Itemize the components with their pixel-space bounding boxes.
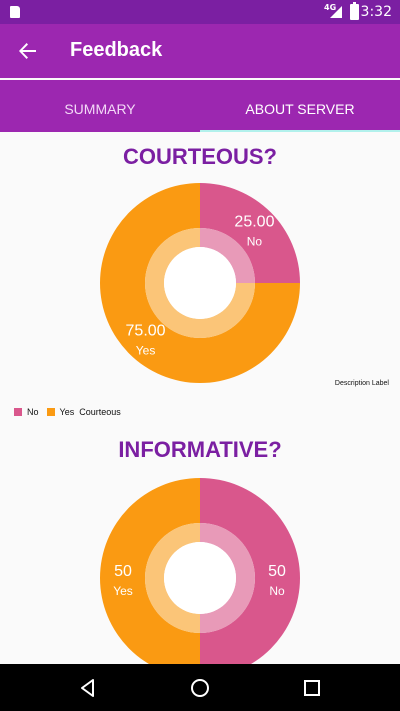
value-label-yes: 50 bbox=[114, 563, 132, 580]
chart-title-informative: INFORMATIVE? bbox=[118, 437, 282, 462]
chart-title-courteous: COURTEOUS? bbox=[123, 144, 277, 169]
sd-card-icon bbox=[10, 6, 20, 18]
app-bar: Feedback bbox=[0, 24, 400, 78]
slice-no[interactable] bbox=[200, 183, 300, 283]
pie-chart-courteous[interactable]: 25.00 No 75.00 Yes bbox=[0, 182, 400, 387]
value-label-no: 50 bbox=[268, 563, 286, 580]
slice-label-no: No bbox=[247, 235, 263, 249]
status-bar: 4G 3:32 bbox=[0, 0, 400, 24]
slice-label-no: No bbox=[269, 584, 285, 598]
donut-hole bbox=[164, 247, 236, 319]
value-label-yes: 75.00 bbox=[126, 322, 166, 339]
arrow-back-icon bbox=[19, 43, 36, 59]
slice-label-yes: Yes bbox=[113, 584, 133, 598]
slice-label-yes: Yes bbox=[136, 343, 156, 357]
content-scroll[interactable]: COURTEOUS? 25.00 No 75.00 Yes Description L… bbox=[0, 132, 400, 664]
back-button[interactable] bbox=[10, 33, 46, 69]
tab-indicator bbox=[200, 130, 400, 132]
value-label-no: 25.00 bbox=[234, 214, 274, 231]
chart-legend: No Yes Courteous bbox=[14, 407, 129, 417]
nav-home-icon[interactable] bbox=[188, 676, 212, 700]
battery-icon bbox=[350, 2, 359, 20]
legend-swatch-yes bbox=[46, 408, 55, 416]
donut-hole bbox=[164, 542, 236, 614]
status-time: 3:32 bbox=[360, 4, 392, 20]
tab-about-server[interactable]: ABOUT SERVER bbox=[245, 101, 355, 117]
nav-recents-icon[interactable] bbox=[300, 676, 324, 700]
navigation-bar bbox=[0, 664, 400, 711]
slice-yes-inner-ring bbox=[145, 228, 255, 338]
slice-no-inner-ring bbox=[200, 228, 255, 283]
legend-title: Courteous bbox=[79, 407, 121, 417]
signal-icon bbox=[330, 6, 342, 18]
slice-yes-inner-ring bbox=[145, 523, 200, 633]
tab-bar: SUMMARY ABOUT SERVER bbox=[0, 80, 400, 132]
nav-back-icon[interactable] bbox=[76, 676, 100, 700]
slice-yes[interactable] bbox=[100, 478, 200, 664]
legend-swatch-no bbox=[14, 408, 22, 416]
slice-no[interactable] bbox=[200, 478, 300, 664]
page-title: Feedback bbox=[70, 39, 163, 61]
pie-chart-informative[interactable]: 50 No 50 Yes bbox=[0, 477, 400, 664]
slice-yes[interactable] bbox=[100, 183, 300, 383]
legend-label-yes: Yes bbox=[59, 407, 75, 417]
tab-summary[interactable]: SUMMARY bbox=[64, 101, 136, 117]
description-label: Description Label bbox=[334, 380, 389, 387]
slice-no-inner-ring bbox=[200, 523, 255, 633]
legend-label-no: No bbox=[27, 407, 39, 417]
